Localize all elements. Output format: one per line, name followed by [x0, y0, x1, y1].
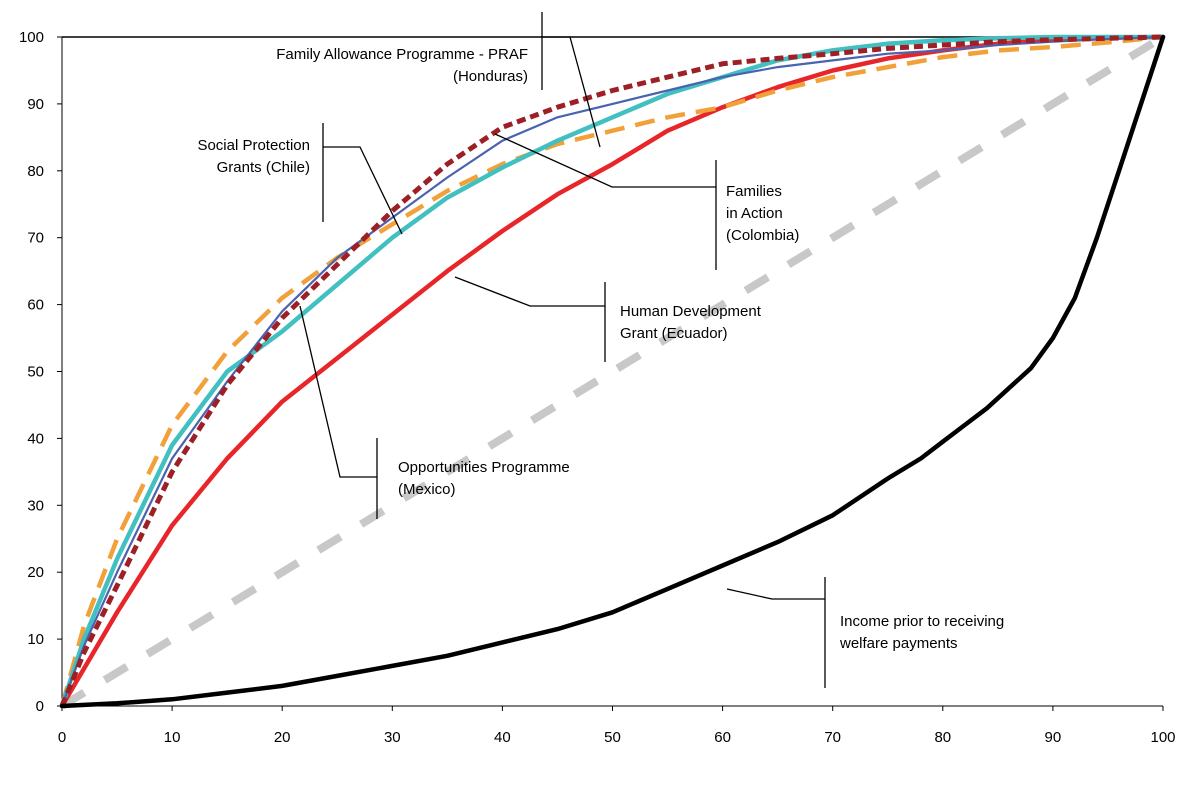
annotation-line: (Colombia): [726, 227, 799, 244]
annotation-leader-chile: [323, 146, 403, 235]
x-tick-label: 40: [494, 729, 511, 746]
y-tick-label: 20: [27, 564, 44, 581]
axes-layer: 0 10 20 30 40 50 60 70 80 90 100 0 10 20 30 40 50 60 70 80 9…: [19, 29, 1176, 746]
annotation-leader-mexico: [299, 305, 377, 478]
annotations-layer: Family Allowance Programme - PRAF (Hondur…: [197, 12, 1004, 688]
x-tick-label: 10: [164, 729, 181, 746]
annotation-line: Grant (Ecuador): [620, 325, 728, 342]
x-tick-label: 70: [824, 729, 841, 746]
annotation-line: (Honduras): [453, 68, 528, 85]
annotation-line: in Action: [726, 205, 783, 222]
series-line-equality: [59, 33, 1166, 710]
x-tick-label: 100: [1150, 729, 1175, 746]
y-tick-label: 100: [19, 29, 44, 46]
x-tick-label: 0: [58, 729, 66, 746]
series-line-prior: [59, 34, 1166, 709]
y-tick-label: 0: [36, 698, 44, 715]
annotation-leader-prior: [726, 588, 825, 600]
annotation-line: welfare payments: [839, 635, 958, 652]
series-layer: [59, 33, 1166, 710]
annotation-line: Social Protection: [197, 137, 310, 154]
series-line-honduras: [59, 34, 1164, 707]
series-line-colombia: [59, 34, 1164, 707]
annotation-line: Family Allowance Programme - PRAF: [276, 46, 528, 63]
x-tick-label: 80: [934, 729, 951, 746]
annotation-leader-praf: [542, 36, 601, 148]
y-tick-label: 40: [27, 430, 44, 447]
y-tick-label: 10: [27, 631, 44, 648]
annotation-label-praf: Family Allowance Programme - PRAF (Hondur…: [276, 46, 528, 85]
x-tick-label: 90: [1045, 729, 1062, 746]
series-line-mexico: [60, 35, 1165, 708]
annotation-label-chile: Social Protection Grants (Chile): [197, 137, 310, 176]
y-tick-label: 90: [27, 96, 44, 113]
x-tick-label: 30: [384, 729, 401, 746]
y-tick-label: 70: [27, 230, 44, 247]
y-tick-label: 60: [27, 297, 44, 314]
x-tick-label: 60: [714, 729, 731, 746]
annotation-line: Families: [726, 183, 782, 200]
series-line-chile: [59, 34, 1166, 709]
annotation-line: Human Development: [620, 303, 762, 320]
annotation-label-mexico: Opportunities Programme (Mexico): [398, 459, 570, 498]
annotation-label-ecuador: Human Development Grant (Ecuador): [620, 303, 762, 342]
annotation-label-prior: Income prior to receiving welfare payment…: [839, 613, 1004, 652]
annotation-line: Grants (Chile): [217, 159, 310, 176]
annotation-leader-ecuador: [454, 276, 605, 307]
x-tick-label: 20: [274, 729, 291, 746]
annotation-line: Opportunities Programme: [398, 459, 570, 476]
annotation-leader-colombia: [494, 133, 716, 188]
y-tick-label: 50: [27, 364, 44, 381]
x-tick-label: 50: [604, 729, 621, 746]
annotation-line: (Mexico): [398, 481, 456, 498]
y-tick-label: 80: [27, 163, 44, 180]
annotation-label-colombia: Families in Action (Colombia): [726, 183, 799, 244]
y-tick-label: 30: [27, 497, 44, 514]
annotation-line: Income prior to receiving: [840, 613, 1004, 630]
